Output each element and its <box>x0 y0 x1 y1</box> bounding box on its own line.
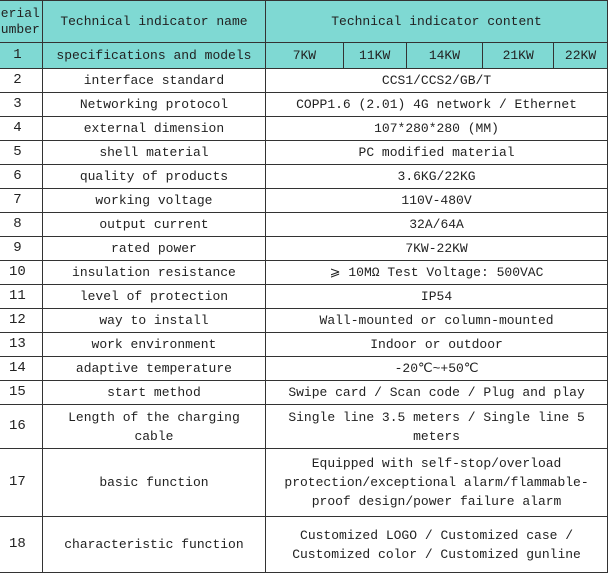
row-number: 7 <box>0 188 43 213</box>
table-row: 6 quality of products 3.6KG/22KG <box>0 164 608 189</box>
header-content: Technical indicator content <box>265 0 608 43</box>
row-number: 18 <box>0 516 43 573</box>
row-name: way to install <box>41 308 267 333</box>
row-name: output current <box>41 212 267 237</box>
row-name: specifications and models <box>41 42 267 69</box>
row-name: work environment <box>41 332 267 357</box>
model-cell: 7KW <box>265 42 344 69</box>
row-name: adaptive temperature <box>41 356 267 381</box>
row-content: Swipe card / Scan code / Plug and play <box>265 380 608 405</box>
row-number: 4 <box>0 116 43 141</box>
row-number: 6 <box>0 164 43 189</box>
table-row: 4 external dimension 107*280*280 (MM) <box>0 116 608 141</box>
row-content: Equipped with self-stop/overload protect… <box>265 448 608 517</box>
row-number: 13 <box>0 332 43 357</box>
model-cell: 11KW <box>342 42 407 69</box>
model-cell: 14KW <box>405 42 484 69</box>
row-number: 14 <box>0 356 43 381</box>
row-content: Indoor or outdoor <box>265 332 608 357</box>
table-row: 17 basic function Equipped with self-stop/… <box>0 448 608 517</box>
table-row: 10 insulation resistance ⩾ 10MΩ Test Volta… <box>0 260 608 285</box>
row-number: 10 <box>0 260 43 285</box>
row-content: 110V-480V <box>265 188 608 213</box>
header-row: serial number Technical indicator name T… <box>0 0 608 43</box>
row-content: PC modified material <box>265 140 608 165</box>
table-row: 18 characteristic function Customized LOGO… <box>0 516 608 573</box>
header-name: Technical indicator name <box>41 0 267 43</box>
row-number: 3 <box>0 92 43 117</box>
row-content: 7KW-22KW <box>265 236 608 261</box>
table-row: 5 shell material PC modified material <box>0 140 608 165</box>
row-number: 15 <box>0 380 43 405</box>
table-row: 8 output current 32A/64A <box>0 212 608 237</box>
table-row: 15 start method Swipe card / Scan code / P… <box>0 380 608 405</box>
table-row: 12 way to install Wall-mounted or column-m… <box>0 308 608 333</box>
table-row: 11 level of protection IP54 <box>0 284 608 309</box>
row-name: Networking protocol <box>41 92 267 117</box>
row-name: interface standard <box>41 68 267 93</box>
row-name: insulation resistance <box>41 260 267 285</box>
row-number: 11 <box>0 284 43 309</box>
row-content: COPP1.6 (2.01) 4G network / Ethernet <box>265 92 608 117</box>
table-row: 2 interface standard CCS1/CCS2/GB/T <box>0 68 608 93</box>
row-content: Single line 3.5 meters / Single line 5 m… <box>265 404 608 449</box>
row-name: external dimension <box>41 116 267 141</box>
row-number: 17 <box>0 448 43 517</box>
header-serial: serial number <box>0 0 43 43</box>
row-name: Length of the charging cable <box>41 404 267 449</box>
table-row: 16 Length of the charging cable Single lin… <box>0 404 608 449</box>
model-cell: 22KW <box>553 42 608 69</box>
table-row: 7 working voltage 110V-480V <box>0 188 608 213</box>
model-cell: 21KW <box>482 42 555 69</box>
row-number: 5 <box>0 140 43 165</box>
table-row: 13 work environment Indoor or outdoor <box>0 332 608 357</box>
table-row: 1 specifications and models 7KW 11KW 14K… <box>0 42 608 69</box>
row-content: Wall-mounted or column-mounted <box>265 308 608 333</box>
row-content: -20℃~+50℃ <box>265 356 608 381</box>
row-name: working voltage <box>41 188 267 213</box>
row-number: 9 <box>0 236 43 261</box>
row-content: 32A/64A <box>265 212 608 237</box>
table-row: 3 Networking protocol COPP1.6 (2.01) 4G ne… <box>0 92 608 117</box>
row-number: 8 <box>0 212 43 237</box>
row-content: 107*280*280 (MM) <box>265 116 608 141</box>
row-number: 2 <box>0 68 43 93</box>
row-name: start method <box>41 380 267 405</box>
row-name: shell material <box>41 140 267 165</box>
row-number: 1 <box>0 42 43 69</box>
row-content: Customized LOGO / Customized case / Cust… <box>265 516 608 573</box>
row-name: level of protection <box>41 284 267 309</box>
row-content: IP54 <box>265 284 608 309</box>
table-row: 9 rated power 7KW-22KW <box>0 236 608 261</box>
row-name: characteristic function <box>41 516 267 573</box>
table-row: 14 adaptive temperature -20℃~+50℃ <box>0 356 608 381</box>
row-name: quality of products <box>41 164 267 189</box>
row-number: 12 <box>0 308 43 333</box>
row-content: ⩾ 10MΩ Test Voltage: 500VAC <box>265 260 608 285</box>
row-name: rated power <box>41 236 267 261</box>
row-number: 16 <box>0 404 43 449</box>
row-content: 3.6KG/22KG <box>265 164 608 189</box>
row-content: CCS1/CCS2/GB/T <box>265 68 608 93</box>
row-name: basic function <box>41 448 267 517</box>
